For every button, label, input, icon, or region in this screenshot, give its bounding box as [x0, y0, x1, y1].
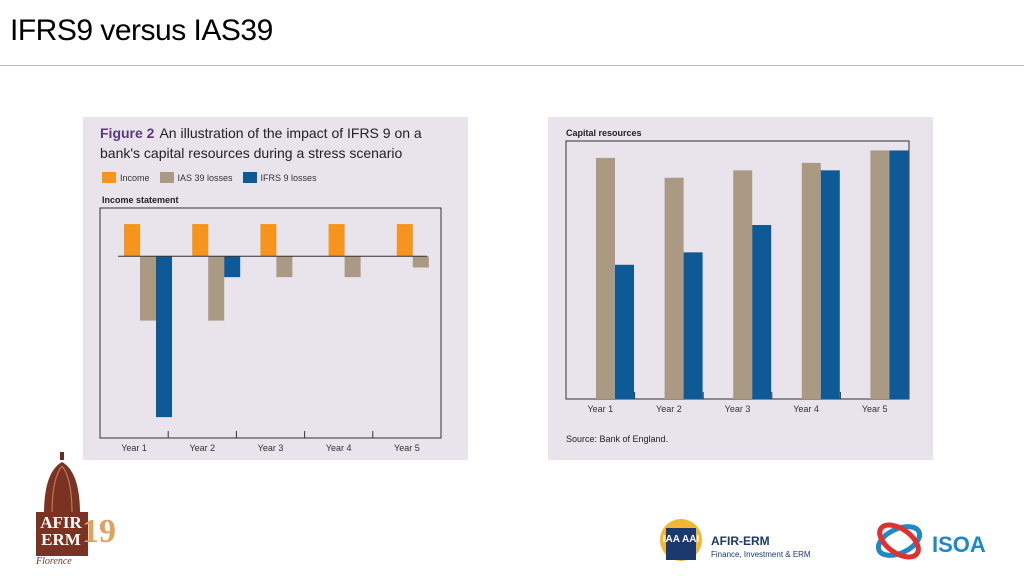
- bar-ias-39-losses-1: [140, 256, 156, 321]
- bar-ifrs-9-losses-1: [615, 264, 634, 399]
- x-tick-label: Year 1: [587, 404, 613, 414]
- afir-erm-logo-city: Florence: [36, 556, 72, 567]
- iaa-logo-text: IAA AAI: [663, 534, 700, 545]
- x-tick-label: Year 4: [793, 404, 819, 414]
- bar-income-1: [124, 224, 140, 257]
- afir-erm-logo-text: AFIR ERM: [40, 513, 82, 549]
- bar-ifrs-9-losses-1: [156, 256, 172, 418]
- bar-ias-39-losses-5: [870, 150, 890, 399]
- legend-item-ias39: IAS 39 losses: [159, 172, 233, 183]
- bar-ias-39-losses-3: [276, 256, 293, 278]
- bar-ias-39-losses-2: [664, 177, 684, 399]
- x-tick-label: Year 3: [258, 443, 284, 453]
- bar-ias-39-losses-2: [208, 256, 225, 321]
- legend-swatch-income: [102, 172, 116, 183]
- iaa-globe-logo: IAA AAI: [660, 519, 702, 561]
- bar-ifrs-9-losses-4: [820, 170, 840, 399]
- title-divider: [0, 65, 1024, 66]
- legend: Income IAS 39 losses IFRS 9 losses: [102, 172, 317, 183]
- legend-label-ias39: IAS 39 losses: [177, 172, 233, 183]
- bar-ias-39-losses-4: [344, 256, 361, 278]
- plot-frame: [99, 207, 442, 439]
- slide-title: IFRS9 versus IAS39: [10, 14, 273, 47]
- bar-ifrs-9-losses-2: [224, 256, 241, 278]
- legend-swatch-ifrs9: [242, 172, 257, 183]
- afir-erm-subtitle: Finance, Investment & ERM: [711, 550, 811, 559]
- bar-income-3: [260, 224, 277, 257]
- x-tick-label: Year 2: [189, 443, 215, 453]
- x-tick-label: Year 2: [656, 404, 682, 414]
- x-tick-label: Year 4: [326, 443, 352, 453]
- income-statement-label: Income statement: [102, 195, 179, 205]
- legend-label-ifrs9: IFRS 9 losses: [260, 172, 317, 183]
- capital-resources-chart: Year 1 Year 2 Year 3 Year 4 Year 5: [565, 140, 910, 414]
- x-tick-label: Year 5: [862, 404, 888, 414]
- capital-resources-panel: Capital resources Year 1 Year 2 Year 3 Year…: [548, 117, 933, 460]
- bar-ifrs-9-losses-2: [683, 252, 703, 399]
- x-tick-label: Year 1: [121, 443, 147, 453]
- afir-erm-dome-logo: [36, 452, 88, 556]
- bar-ias-39-losses-4: [801, 162, 821, 399]
- income-statement-panel: Figure 2 An illustration of the impact of…: [83, 117, 468, 460]
- figure-title-text: An illustration of the impact of IFRS 9 …: [100, 125, 422, 161]
- afir-erm-logo-number: 19: [82, 513, 116, 550]
- bar-income-5: [396, 224, 413, 257]
- income-statement-chart: Year 1 Year 2 Year 3 Year 4 Year 5: [99, 207, 442, 453]
- isoa-mark-logo: [875, 522, 923, 560]
- afir-erm-title: AFIR-ERM: [711, 534, 770, 548]
- bar-ifrs-9-losses-5: [889, 150, 909, 399]
- capital-resources-label: Capital resources: [566, 128, 642, 138]
- isoa-logo-text: ISOA: [932, 532, 986, 557]
- bar-ias-39-losses-5: [412, 256, 429, 268]
- figure-title: Figure 2 An illustration of the impact of…: [100, 123, 462, 163]
- legend-swatch-ias39: [159, 172, 174, 183]
- source-note: Source: Bank of England.: [566, 434, 669, 444]
- legend-item-income: Income: [102, 172, 150, 183]
- bar-income-4: [328, 224, 345, 257]
- bar-ias-39-losses-1: [596, 157, 615, 399]
- bar-income-2: [192, 224, 209, 257]
- legend-item-ifrs9: IFRS 9 losses: [242, 172, 317, 183]
- x-tick-label: Year 5: [394, 443, 420, 453]
- bar-ias-39-losses-3: [733, 170, 753, 399]
- figure-number: Figure 2: [100, 125, 155, 141]
- bar-ifrs-9-losses-3: [752, 225, 772, 399]
- x-tick-label: Year 3: [725, 404, 751, 414]
- legend-label-income: Income: [120, 172, 150, 183]
